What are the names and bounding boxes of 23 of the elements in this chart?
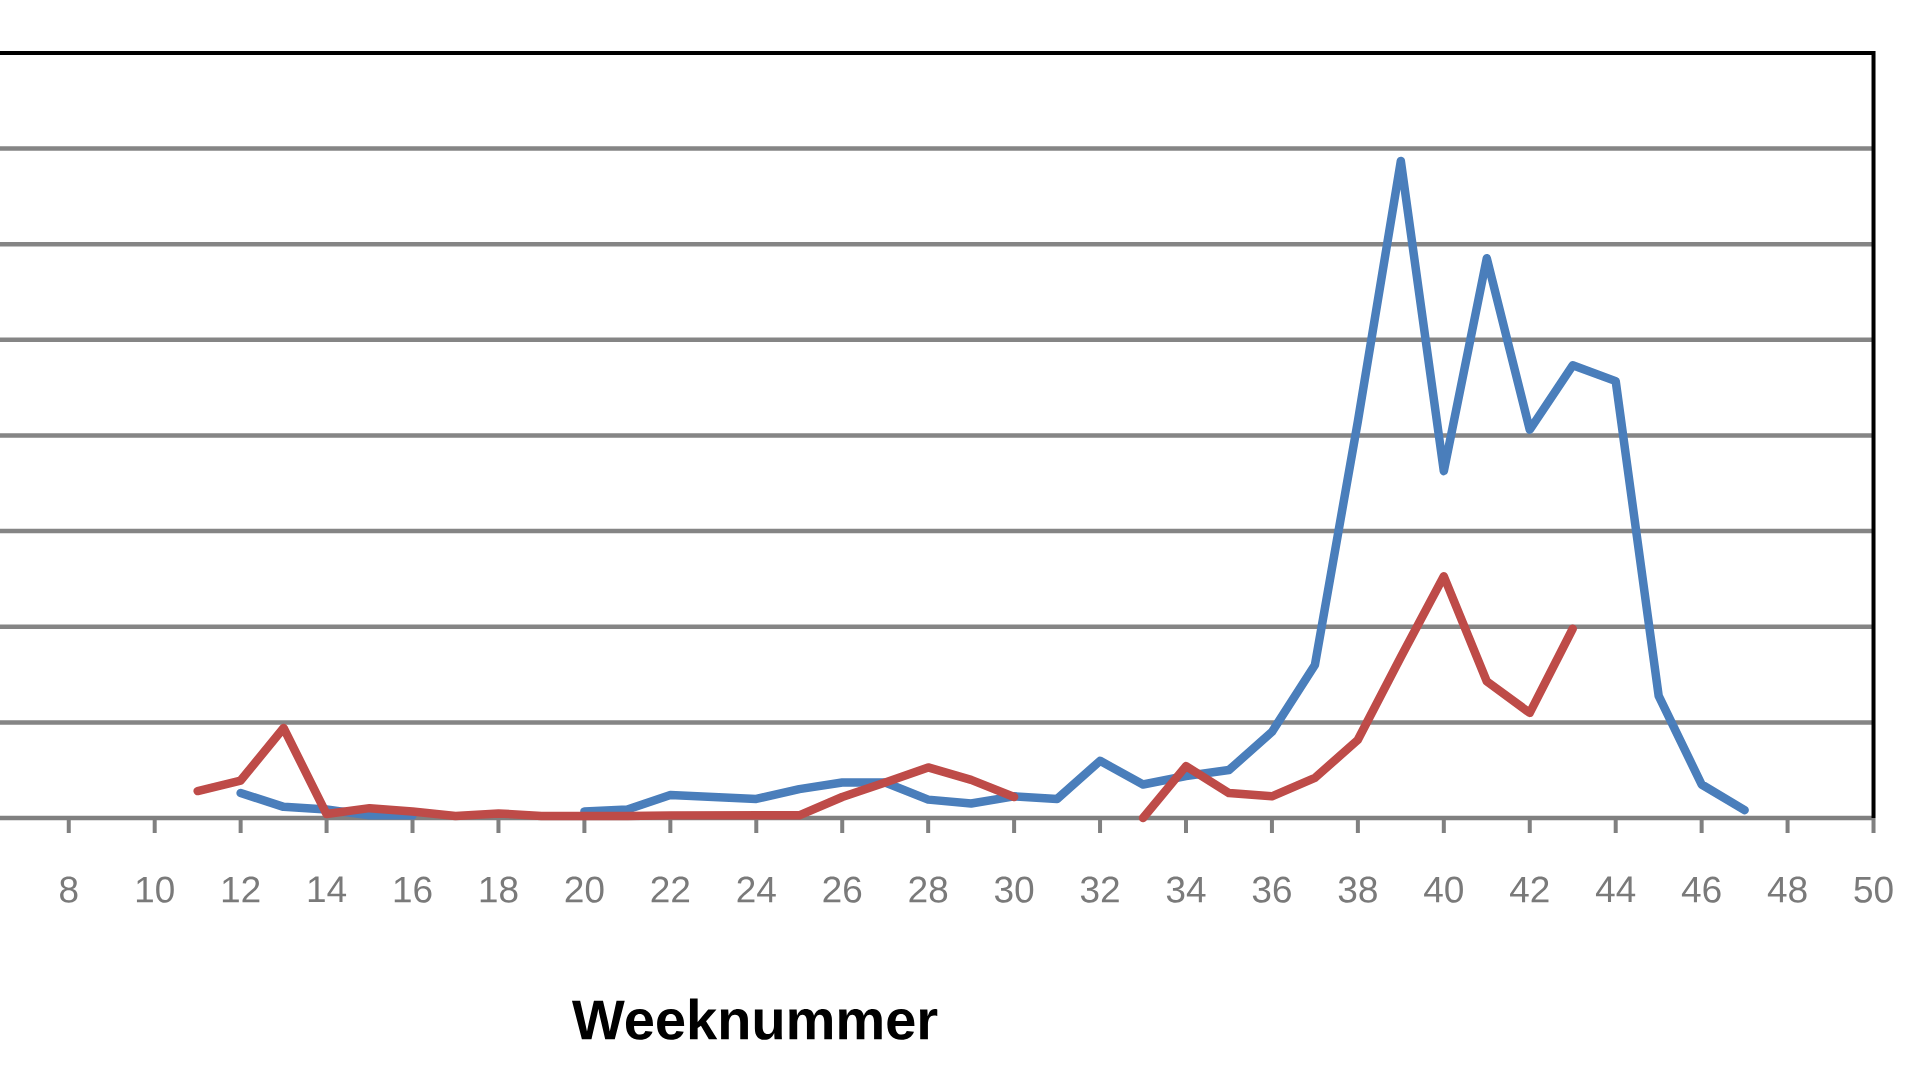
x-tick-label: 22 [651,876,690,903]
x-axis-title: Weeknummer [571,998,938,1040]
x-tick-label: 12 [222,876,260,903]
x-tick-label: 26 [823,876,862,903]
x-tick-label: 42 [1510,876,1549,903]
x-tick-label: 14 [308,876,347,902]
x-tick-label: 28 [909,876,948,903]
x-tick-label: 48 [1767,876,1807,903]
x-tick-label: 36 [1252,876,1291,903]
x-tick-label: 40 [1424,876,1463,903]
x-tick-label: 30 [994,876,1034,903]
x-tick-label: 10 [136,876,174,903]
x-tick-label: 20 [565,876,604,903]
x-tick-label: 32 [1080,876,1119,903]
x-tick-label: 46 [1681,876,1721,903]
x-tick-label: 38 [1338,876,1377,903]
x-tick-label: 44 [1595,876,1636,902]
x-tick-label: 18 [480,876,518,903]
x-tick-label: 34 [1166,876,1206,903]
x-tick-label: 50 [1854,876,1893,903]
x-tick-label: 24 [737,876,776,903]
x-tick-label: 16 [394,876,432,903]
x-tick-label: 8 [60,876,78,903]
